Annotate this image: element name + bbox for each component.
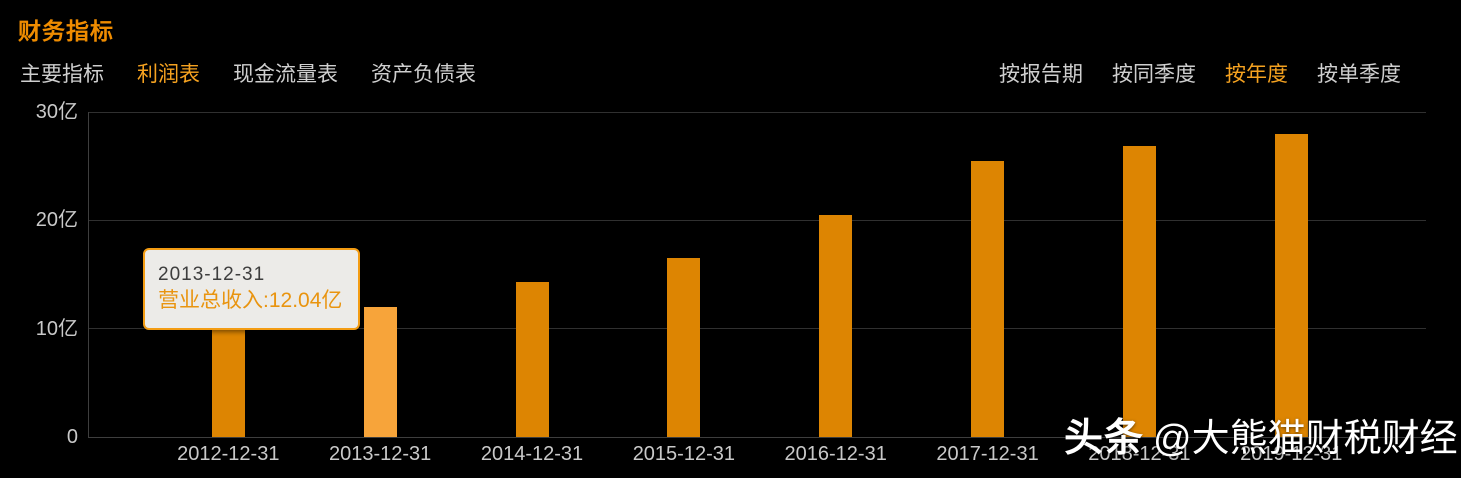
- x-axis-tick-label: 2019-12-31: [1240, 443, 1343, 465]
- bar-2016-12-31[interactable]: [819, 214, 853, 437]
- x-axis-tick-label: 2016-12-31: [784, 443, 887, 465]
- tab-by-report-period[interactable]: 按报告期: [999, 63, 1083, 86]
- x-axis-tick-label: 2015-12-31: [632, 443, 735, 465]
- bar-2018-12-31[interactable]: [1122, 145, 1156, 437]
- bar-2017-12-31[interactable]: [971, 160, 1005, 437]
- gridline: [88, 219, 1426, 221]
- bar-2019-12-31[interactable]: [1274, 133, 1308, 437]
- x-axis-line: [88, 437, 1426, 438]
- watermark-brand: 头条: [1064, 417, 1145, 460]
- statement-tabs: 主要指标 利润表 现金流量表 资产负债表: [20, 58, 476, 88]
- x-axis-tick-label: 2017-12-31: [936, 443, 1039, 465]
- bar-2014-12-31[interactable]: [515, 282, 549, 437]
- period-tabs: 按报告期 按同季度 按年度 按单季度: [999, 58, 1401, 88]
- y-axis-tick-label: 30亿: [35, 101, 78, 123]
- tab-cash-flow-statement[interactable]: 现金流量表: [233, 63, 338, 86]
- gridline: [88, 111, 1426, 113]
- y-axis-tick-label: 0: [66, 426, 78, 448]
- y-axis-line: [88, 112, 89, 437]
- x-axis-tick-label: 2012-12-31: [177, 443, 280, 465]
- tab-by-same-quarter[interactable]: 按同季度: [1112, 63, 1196, 86]
- page-title: 财务指标: [18, 18, 114, 44]
- tab-by-year[interactable]: 按年度: [1225, 63, 1288, 86]
- x-axis-tick-label: 2014-12-31: [480, 443, 584, 465]
- tab-balance-sheet[interactable]: 资产负债表: [371, 63, 476, 86]
- tooltip-value: 营业总收入:12.04亿: [158, 289, 343, 312]
- tab-main-indicators[interactable]: 主要指标: [20, 63, 104, 86]
- y-axis-tick-label: 10亿: [35, 317, 78, 340]
- bar-2012-12-31[interactable]: [211, 324, 245, 437]
- tab-income-statement[interactable]: 利润表: [137, 63, 200, 86]
- bar-2013-12-31[interactable]: [363, 306, 397, 437]
- bar-2015-12-31[interactable]: [667, 258, 701, 437]
- tab-by-single-quarter[interactable]: 按单季度: [1317, 63, 1401, 86]
- chart-tooltip: 2013-12-31 营业总收入:12.04亿: [143, 248, 360, 330]
- watermark-handle: @大熊猫财税财经: [1153, 418, 1458, 460]
- gridline: [88, 328, 1426, 330]
- x-axis-tick-label: 2013-12-31: [328, 443, 432, 465]
- x-axis-tick-label: 2018-12-31: [1088, 443, 1191, 465]
- watermark: 头条 @大熊猫财税财经: [1064, 416, 1458, 470]
- y-axis-tick-label: 20亿: [35, 209, 78, 232]
- tooltip-date: 2013-12-31: [158, 264, 266, 285]
